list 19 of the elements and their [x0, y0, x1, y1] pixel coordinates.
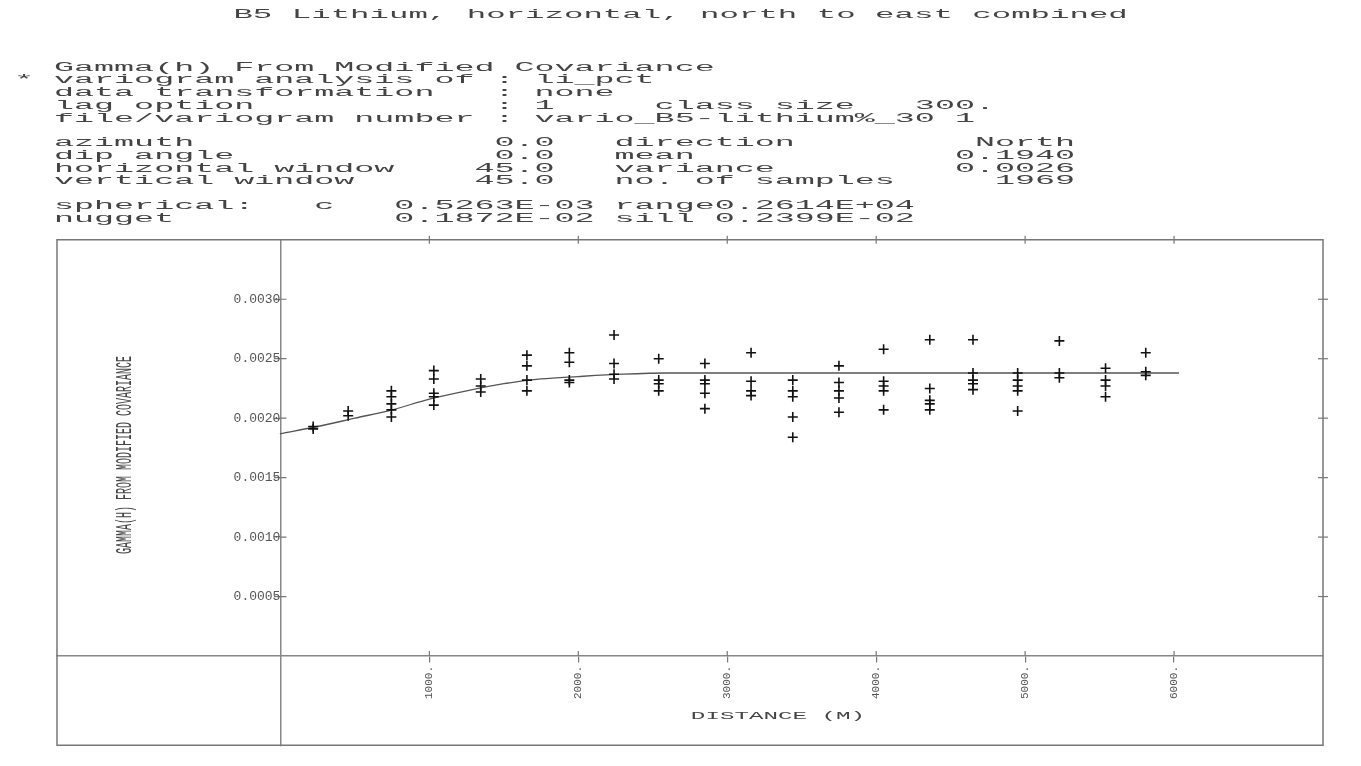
- y-tick-label: 0.0005: [233, 588, 281, 604]
- x-tick-label: 2000.: [572, 666, 585, 700]
- text: azimuth 0.0 direction North dip angle 0.0 mean 0.1940 horizontal window 45.0 variance 0.0026 vertical window 45.0 no. of samples 1969: [53, 136, 1076, 189]
- x-tick-label: 5000.: [1019, 666, 1032, 700]
- y-tick-label: 0.0015: [233, 470, 281, 486]
- x-tick-label: 3000.: [721, 666, 734, 700]
- chart-title: B5 Lithium, horizontal, north to east combined: [233, 8, 1128, 22]
- y-axis-title: GAMMA(H) FROM MODIFIED COVARIANCE: [112, 355, 138, 555]
- line-series: [279, 372, 1180, 435]
- x-tick-label: 4000.: [870, 666, 883, 700]
- text: spherical: c 0.5263E-03 range0.2614E+04 nugget 0.1872E-02 sill 0.2399E-02: [53, 198, 915, 226]
- y-tick-label: 0.0030: [233, 291, 281, 307]
- x-tick-label: 1000.: [423, 666, 436, 700]
- y-tick-label: 0.0020: [233, 410, 281, 426]
- y-tick-label: 0.0010: [233, 529, 281, 545]
- x-tick-label: 6000.: [1167, 666, 1180, 700]
- y-tick-label: 0.0025: [233, 351, 281, 367]
- x-axis-title: DISTANCE (M): [690, 710, 866, 722]
- text: Gamma(h) From Modified Covariance * variogram analysis of : li_pct data transformation : none lag option : 1 class size 300. file/variogram number : vario_B5-lithium%_30 1: [14, 60, 995, 126]
